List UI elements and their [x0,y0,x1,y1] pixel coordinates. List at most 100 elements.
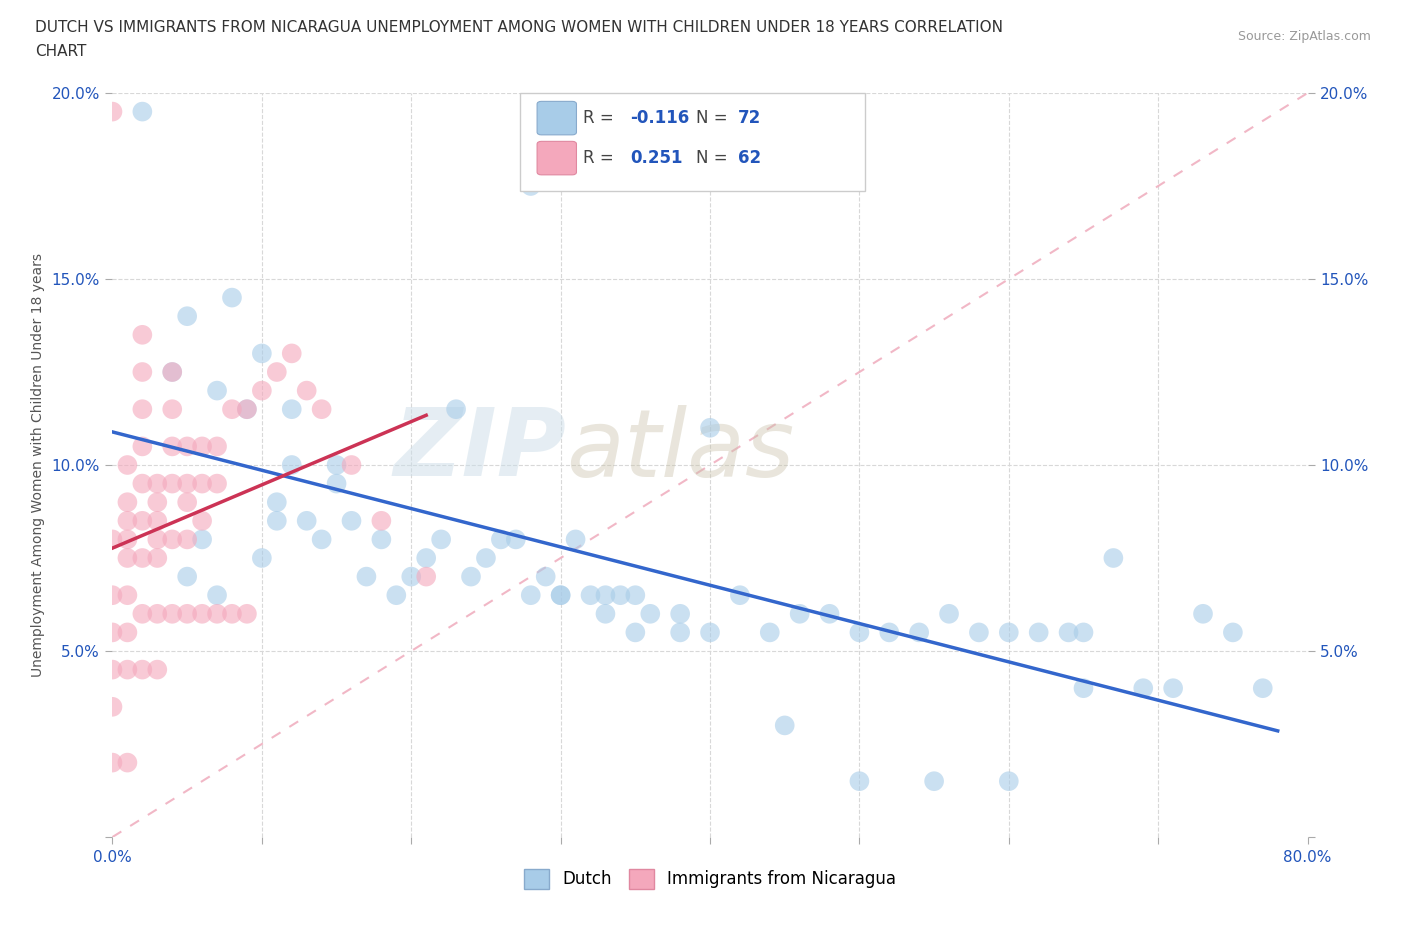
Point [117,625,139,640]
Point [595,606,617,621]
Point [162,439,183,454]
Point [922,774,945,789]
Point [415,551,437,565]
Point [236,402,259,417]
Point [669,606,692,621]
Point [131,365,153,379]
Point [191,532,214,547]
Point [340,458,363,472]
Point [101,104,124,119]
Point [415,569,437,584]
Point [101,588,124,603]
Point [146,551,169,565]
Point [1132,681,1154,696]
Point [281,458,304,472]
Point [117,513,139,528]
Point [146,476,169,491]
Point [117,588,139,603]
Text: 72: 72 [738,109,762,127]
Point [176,495,198,510]
Point [117,551,139,565]
Point [191,513,214,528]
Point [998,625,1021,640]
Point [117,458,139,472]
Point [117,755,139,770]
Point [176,532,198,547]
Point [505,532,527,547]
Point [938,606,960,621]
Point [848,774,870,789]
Point [101,662,124,677]
Point [460,569,482,584]
Text: N =: N = [696,109,727,127]
Point [191,476,214,491]
Point [1102,551,1125,565]
Point [609,588,631,603]
Point [101,755,124,770]
Point [101,532,124,547]
Point [475,551,498,565]
Point [131,104,153,119]
Point [325,476,347,491]
Point [266,365,288,379]
Point [699,625,721,640]
Point [146,606,169,621]
Point [1161,681,1184,696]
Point [908,625,931,640]
Point [101,625,124,640]
Point [205,606,228,621]
Y-axis label: Unemployment Among Women with Children Under 18 years: Unemployment Among Women with Children U… [31,253,45,677]
Point [176,439,198,454]
Text: N =: N = [696,149,727,167]
Point [162,365,183,379]
Point [162,532,183,547]
Point [176,309,198,324]
Point [266,513,288,528]
Point [1222,625,1244,640]
Point [191,439,214,454]
Point [595,588,617,603]
Text: atlas: atlas [567,405,794,496]
Point [759,625,782,640]
Point [131,551,153,565]
Point [131,513,153,528]
Point [250,551,273,565]
Point [430,532,453,547]
Point [131,662,153,677]
Point [117,532,139,547]
Point [534,569,557,584]
Point [489,532,512,547]
Point [281,402,304,417]
Point [325,458,347,472]
Text: R =: R = [583,109,614,127]
Point [773,718,796,733]
Text: CHART: CHART [35,44,87,59]
Point [295,513,318,528]
Point [520,588,543,603]
Point [1073,625,1095,640]
Point [669,625,692,640]
Point [221,290,243,305]
Point [146,662,169,677]
Point [101,699,124,714]
Point [370,532,392,547]
Point [266,495,288,510]
Legend: Dutch, Immigrants from Nicaragua: Dutch, Immigrants from Nicaragua [517,862,903,896]
Point [176,476,198,491]
Point [162,476,183,491]
Point [146,532,169,547]
Point [699,420,721,435]
Point [311,402,333,417]
Point [579,588,602,603]
Point [624,625,647,640]
Point [117,662,139,677]
Point [176,569,198,584]
Point [250,346,273,361]
Point [236,402,259,417]
Point [879,625,901,640]
Point [221,606,243,621]
Point [818,606,841,621]
Point [564,532,586,547]
Point [624,588,647,603]
Point [728,588,751,603]
